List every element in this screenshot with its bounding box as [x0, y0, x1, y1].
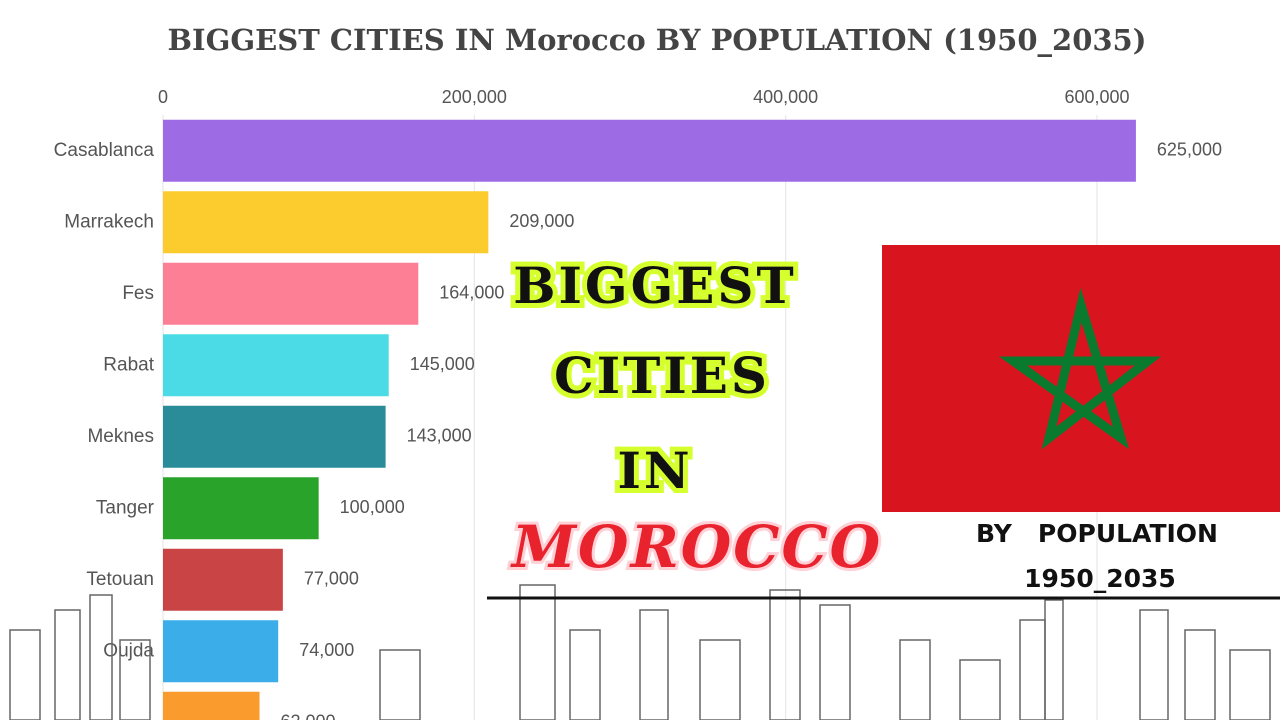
bar-chart: 0 200,000 400,000 600,000 Casablanca 625,000 M…: [54, 87, 1222, 725]
category-label: Fes: [122, 283, 154, 304]
value-label: 77,000: [304, 569, 359, 589]
bar: [163, 119, 1136, 182]
value-label: 143,000: [407, 426, 472, 446]
bar: [163, 691, 260, 725]
value-label: 145,000: [410, 354, 475, 374]
overlay-subtitle: BY POPULATION: [976, 519, 1218, 548]
flag: [882, 245, 1280, 512]
category-label: Oujda: [103, 640, 154, 661]
x-tick-label: 200,000: [442, 87, 507, 107]
category-label: Rabat: [103, 354, 154, 375]
category-label: Tanger: [96, 497, 155, 518]
value-label: 625,000: [1157, 140, 1222, 160]
overlay-text: BIGGEST: [513, 256, 796, 315]
bar: [163, 262, 419, 325]
bar: [163, 548, 283, 611]
overlay-subtitle: 1950_2035: [1024, 564, 1176, 593]
value-label: 164,000: [439, 283, 504, 303]
bar: [163, 405, 386, 468]
value-label: 62,000: [281, 712, 336, 721]
x-tick-label: 0: [158, 87, 168, 107]
category-label: Casablanca: [54, 140, 155, 161]
category-label: Marrakech: [64, 211, 154, 232]
x-tick-label: 400,000: [753, 87, 818, 107]
bar: [163, 334, 389, 397]
overlay-title: MOROCCO: [510, 513, 882, 581]
category-label: Meknes: [87, 426, 154, 447]
flag-star: [998, 287, 1162, 450]
value-label: 209,000: [509, 211, 574, 231]
bar: [163, 477, 319, 540]
bar: [163, 191, 489, 254]
value-label: 74,000: [299, 640, 354, 660]
x-tick-label: 600,000: [1064, 87, 1129, 107]
chart-title: BIGGEST CITIES IN Morocco BY POPULATION …: [168, 23, 1147, 57]
overlay-text: IN: [617, 441, 692, 500]
overlay-text: CITIES: [554, 346, 770, 405]
value-label: 100,000: [340, 497, 405, 517]
category-label: Tetouan: [86, 569, 154, 590]
bar: [163, 620, 279, 683]
